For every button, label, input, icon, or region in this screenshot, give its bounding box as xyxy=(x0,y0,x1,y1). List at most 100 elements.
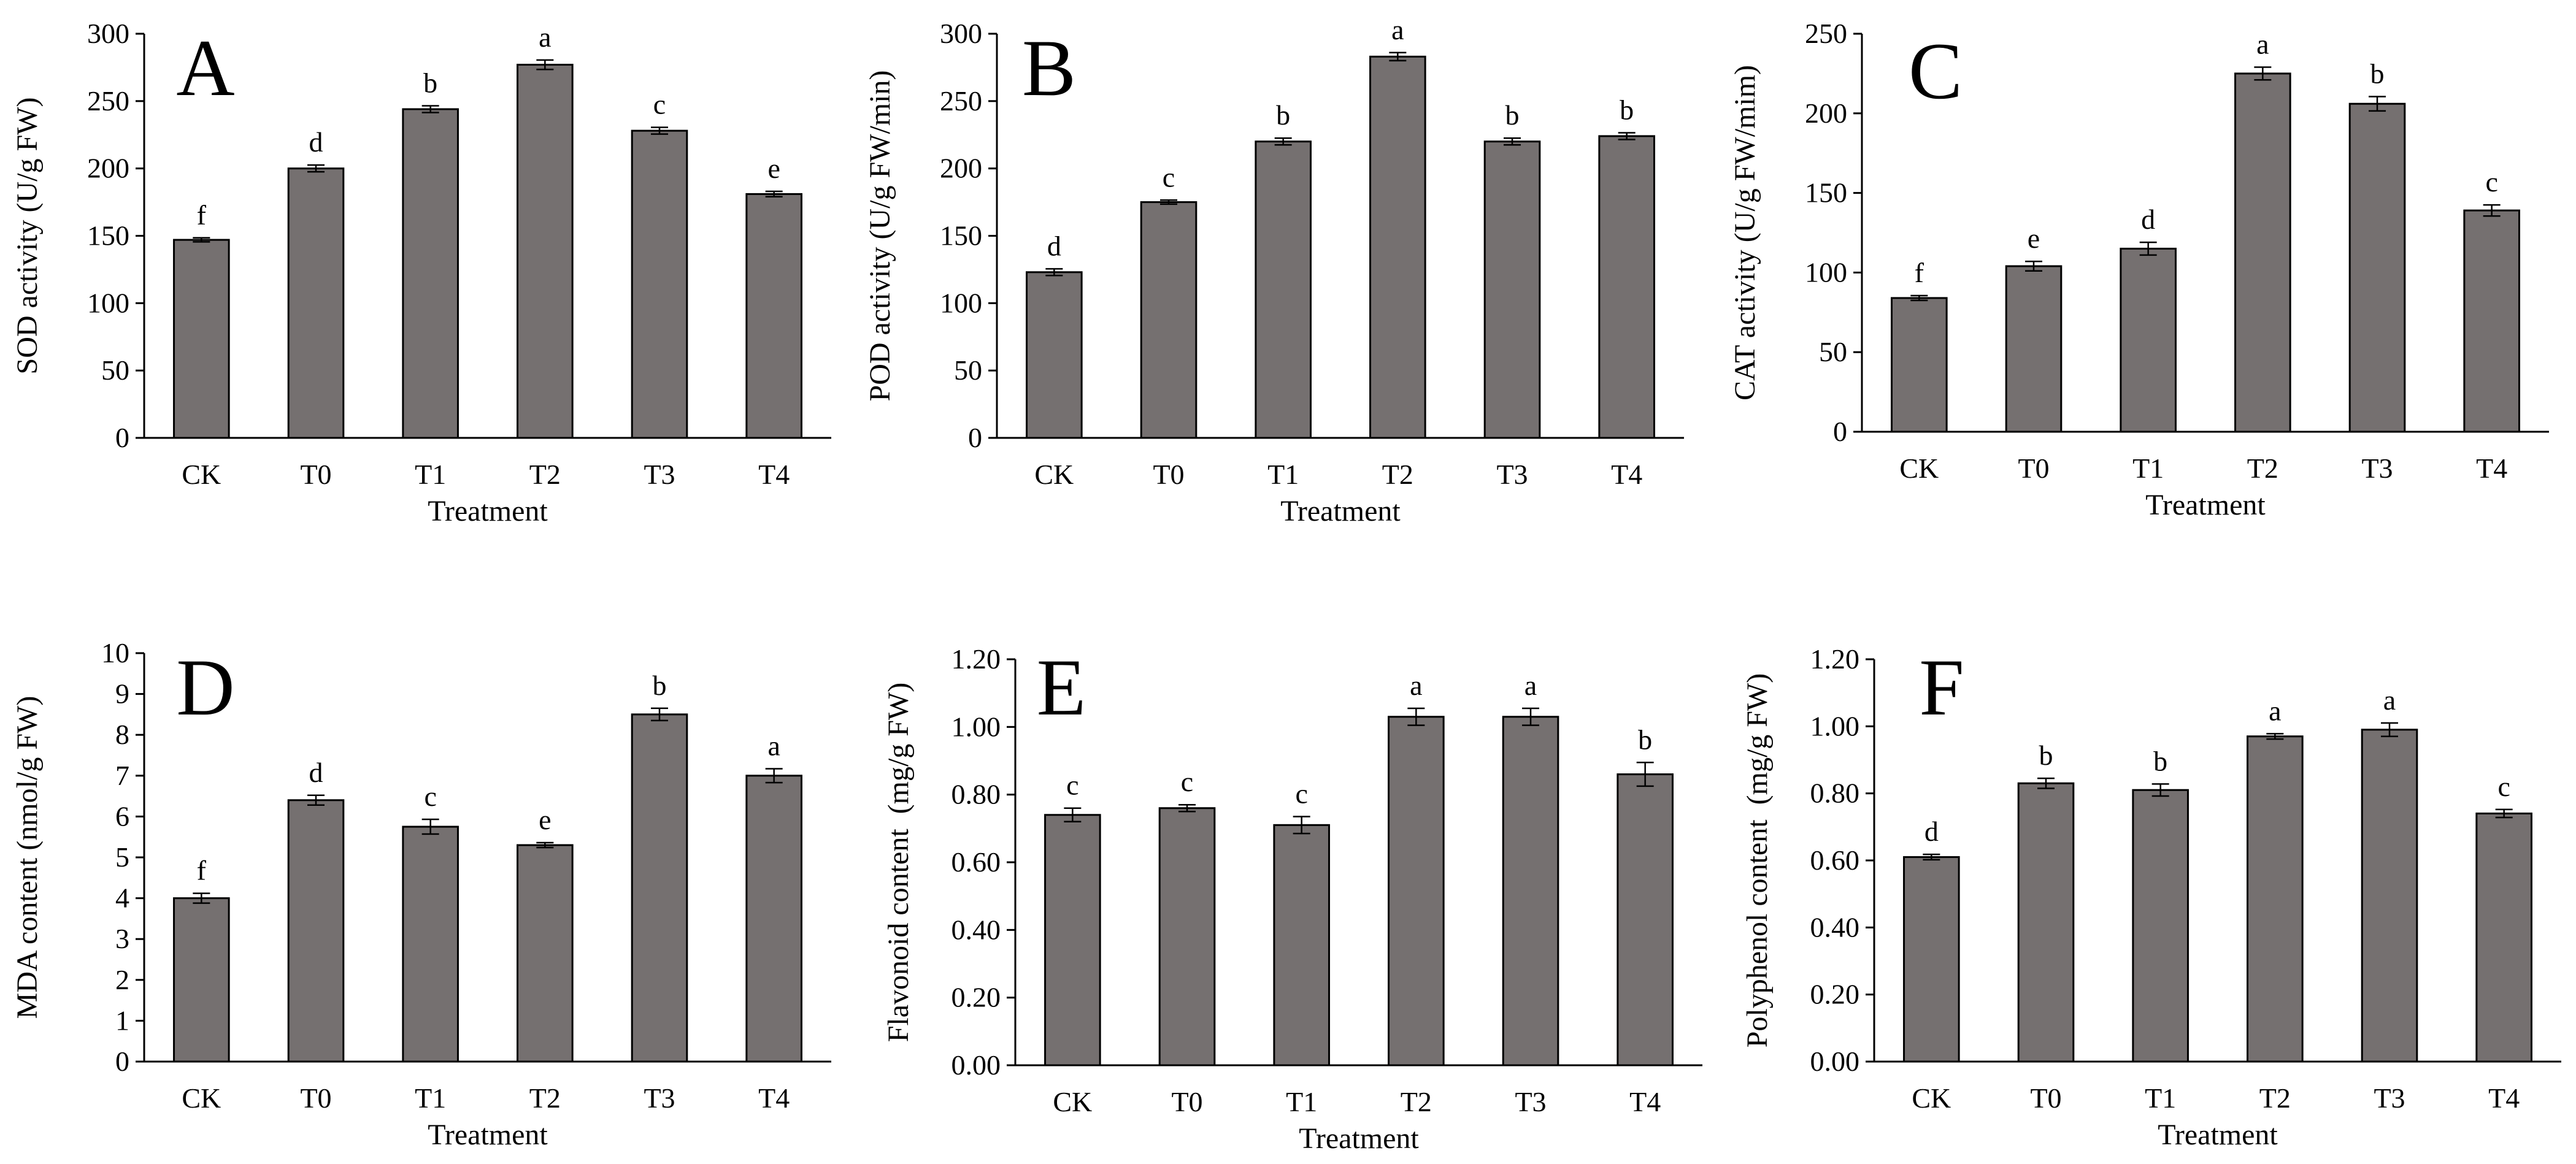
significance-letter: a xyxy=(2256,29,2269,60)
y-tick-label: 0.20 xyxy=(1810,979,1860,1010)
x-tick-label: T3 xyxy=(2374,1082,2405,1114)
panel-label: C xyxy=(1909,26,1963,116)
x-tick-label: T3 xyxy=(1515,1086,1546,1117)
y-tick-label: 250 xyxy=(1805,18,1847,49)
significance-letter: d xyxy=(1924,816,1939,847)
x-tick-label: T4 xyxy=(2476,453,2507,484)
y-tick-label: 0.80 xyxy=(952,779,1001,810)
y-tick-label: 1 xyxy=(115,1005,129,1036)
y-axis-title: Flavonoid content (mg/g FW) xyxy=(882,683,915,1043)
error-bar-t0 xyxy=(1178,803,1196,813)
y-tick-label: 8 xyxy=(115,719,129,750)
panel-f: 0.00 0.20 0.40 0.60 0.80 1.00 1.20 d CK b T0 b T1 a T2… xyxy=(1741,642,2561,1151)
bar-ck xyxy=(1891,297,1948,433)
x-tick-label: T1 xyxy=(415,1082,446,1114)
significance-letter: a xyxy=(1524,670,1537,701)
error-bar-t1 xyxy=(2151,783,2169,797)
panel-label: B xyxy=(1022,23,1076,113)
significance-letter: a xyxy=(767,730,780,761)
bar-t0 xyxy=(1158,807,1216,1066)
significance-letter: a xyxy=(1391,14,1404,45)
x-axis-title: Treatment xyxy=(2145,489,2266,521)
significance-letter: a xyxy=(2383,684,2396,716)
error-bar-t0 xyxy=(307,164,325,173)
y-tick-label: 150 xyxy=(940,220,982,251)
y-tick-label: 0.40 xyxy=(952,914,1001,945)
x-tick-label: T4 xyxy=(1611,459,1642,490)
bar-t4 xyxy=(2463,209,2520,433)
error-bar-ck xyxy=(1045,268,1063,277)
y-tick-label: 4 xyxy=(115,883,129,914)
significance-letter: c xyxy=(653,89,666,120)
y-tick-label: 100 xyxy=(940,287,982,318)
bar-ck xyxy=(173,239,230,439)
y-tick-label: 250 xyxy=(87,85,129,117)
significance-letter: f xyxy=(1915,257,1924,288)
significance-letter: b xyxy=(653,670,667,701)
y-tick-label: 0.80 xyxy=(1810,778,1860,809)
y-tick-label: 300 xyxy=(87,18,129,49)
significance-letter: a xyxy=(539,21,551,53)
x-tick-label: CK xyxy=(1899,453,1939,484)
bar-t3 xyxy=(631,129,688,439)
error-bar-t4 xyxy=(765,190,783,198)
y-tick-label: 1.20 xyxy=(952,643,1001,675)
significance-letter: b xyxy=(2153,745,2167,776)
bar-t1 xyxy=(402,825,459,1063)
error-bar-t4 xyxy=(1618,132,1636,140)
x-tick-label: T3 xyxy=(644,1082,675,1114)
bar-t4 xyxy=(1598,135,1655,439)
y-tick-label: 100 xyxy=(1805,256,1847,288)
panel-b: 0 50 100 150 200 250 300 d CK c T0 b T1 a T2 b T3 b T4 Trea… xyxy=(864,14,1684,527)
bar-t2 xyxy=(1369,55,1426,439)
significance-letter: e xyxy=(767,153,780,184)
x-tick-label: T1 xyxy=(1286,1086,1317,1117)
significance-letter: d xyxy=(1047,230,1061,261)
panel-label: E xyxy=(1037,642,1086,732)
bar-t1 xyxy=(402,108,459,439)
panels: 050100150200250300fCKdT0bT1aT2cT3eT4Trea… xyxy=(11,14,2561,1155)
x-tick-label: T2 xyxy=(2259,1082,2291,1114)
error-bar-t1 xyxy=(2139,241,2157,256)
significance-letter: b xyxy=(1620,94,1634,125)
bar-t0 xyxy=(2017,782,2075,1063)
x-tick-label: CK xyxy=(182,459,221,490)
x-tick-label: T0 xyxy=(300,1082,331,1114)
x-tick-label: CK xyxy=(1034,459,1074,490)
error-bar-t0 xyxy=(307,794,325,806)
y-tick-label: 0.60 xyxy=(952,846,1001,878)
x-tick-label: T0 xyxy=(300,459,331,490)
bar-t0 xyxy=(287,799,345,1063)
bar-t3 xyxy=(631,713,688,1063)
y-tick-label: 10 xyxy=(101,637,129,668)
x-tick-label: T0 xyxy=(1171,1086,1202,1117)
error-bar-t4 xyxy=(1636,762,1654,787)
y-tick-label: 1.00 xyxy=(1810,710,1860,741)
y-tick-label: 200 xyxy=(940,153,982,184)
x-axis-title: Treatment xyxy=(2158,1119,2278,1151)
y-tick-label: 0 xyxy=(115,1046,129,1077)
x-axis-title: Treatment xyxy=(1299,1122,1419,1155)
y-tick-label: 6 xyxy=(115,800,129,832)
y-axis-title: POD activity (U/g FW/min) xyxy=(864,71,896,402)
bar-t2 xyxy=(2247,735,2304,1063)
y-tick-label: 50 xyxy=(101,354,129,386)
x-tick-label: T3 xyxy=(644,459,675,490)
y-tick-label: 7 xyxy=(115,760,129,791)
y-tick-label: 5 xyxy=(115,841,129,873)
significance-letter: c xyxy=(1295,778,1307,810)
bar-t1 xyxy=(1255,140,1312,439)
significance-letter: c xyxy=(1181,766,1193,797)
y-axis-title: MDA content (nmol/g FW) xyxy=(11,696,44,1019)
error-bar-t4 xyxy=(765,768,783,784)
x-tick-label: T2 xyxy=(1401,1086,1432,1117)
bar-t4 xyxy=(1617,773,1674,1066)
bar-t3 xyxy=(1483,140,1541,439)
error-bar-t2 xyxy=(2266,733,2284,740)
y-tick-label: 50 xyxy=(1819,336,1847,367)
bar-t4 xyxy=(745,193,802,439)
error-bar-t2 xyxy=(2254,66,2272,81)
significance-letter: c xyxy=(1163,161,1175,193)
x-tick-label: CK xyxy=(1912,1082,1951,1114)
